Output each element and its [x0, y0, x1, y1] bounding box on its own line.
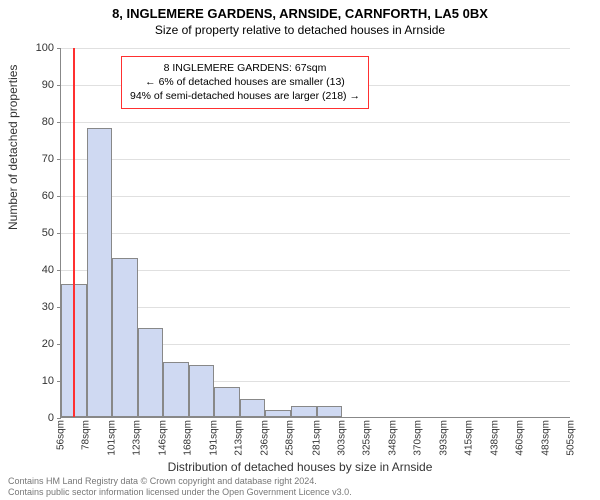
annotation-line: ← 6% of detached houses are smaller (13): [130, 75, 360, 89]
ytick-label: 20: [24, 338, 54, 350]
xtick-label: 505sqm: [566, 420, 577, 456]
ytick-label: 40: [24, 264, 54, 276]
ytick-label: 50: [24, 227, 54, 239]
histogram-bar: [138, 328, 164, 417]
histogram-bar: [317, 406, 343, 417]
xtick-label: 483sqm: [541, 420, 552, 456]
ytick-label: 60: [24, 190, 54, 202]
y-axis-label: Number of detached properties: [6, 65, 20, 230]
xtick-label: 325sqm: [361, 420, 372, 456]
annotation-line: 8 INGLEMERE GARDENS: 67sqm: [130, 61, 360, 75]
ytick-label: 10: [24, 375, 54, 387]
ytick-label: 90: [24, 79, 54, 91]
page-subtitle: Size of property relative to detached ho…: [0, 21, 600, 41]
xtick-label: 303sqm: [336, 420, 347, 456]
xtick-label: 78sqm: [80, 420, 91, 450]
footer-line-1: Contains HM Land Registry data © Crown c…: [8, 476, 352, 487]
ytick-mark: [57, 85, 61, 86]
xtick-label: 393sqm: [438, 420, 449, 456]
histogram-bar: [291, 406, 317, 417]
ytick-label: 80: [24, 116, 54, 128]
xtick-label: 191sqm: [209, 420, 220, 456]
xtick-label: 101sqm: [107, 420, 118, 456]
x-axis-label: Distribution of detached houses by size …: [0, 460, 600, 474]
xtick-label: 348sqm: [387, 420, 398, 456]
xtick-label: 123sqm: [132, 420, 143, 456]
xtick-label: 281sqm: [311, 420, 322, 456]
histogram-bar: [189, 365, 215, 417]
property-marker-line: [73, 48, 75, 417]
footer-line-2: Contains public sector information licen…: [8, 487, 352, 498]
ytick-mark: [57, 159, 61, 160]
histogram-bar: [214, 387, 240, 417]
histogram-bar: [112, 258, 138, 417]
annotation-box: 8 INGLEMERE GARDENS: 67sqm← 6% of detach…: [121, 56, 369, 109]
gridline: [61, 122, 570, 123]
ytick-mark: [57, 48, 61, 49]
gridline: [61, 48, 570, 49]
ytick-label: 0: [24, 412, 54, 424]
page-title: 8, INGLEMERE GARDENS, ARNSIDE, CARNFORTH…: [0, 0, 600, 21]
xtick-label: 168sqm: [183, 420, 194, 456]
gridline: [61, 196, 570, 197]
gridline: [61, 159, 570, 160]
gridline: [61, 233, 570, 234]
xtick-label: 258sqm: [285, 420, 296, 456]
histogram-bar: [240, 399, 266, 418]
ytick-mark: [57, 196, 61, 197]
histogram-bar: [265, 410, 291, 417]
annotation-line: 94% of semi-detached houses are larger (…: [130, 89, 360, 103]
footer-attribution: Contains HM Land Registry data © Crown c…: [8, 476, 352, 498]
xtick-label: 415sqm: [463, 420, 474, 456]
ytick-mark: [57, 233, 61, 234]
xtick-label: 146sqm: [158, 420, 169, 456]
ytick-label: 30: [24, 301, 54, 313]
xtick-label: 370sqm: [412, 420, 423, 456]
histogram-bar: [87, 128, 113, 417]
ytick-mark: [57, 270, 61, 271]
ytick-label: 100: [24, 42, 54, 54]
xtick-label: 438sqm: [489, 420, 500, 456]
xtick-label: 236sqm: [260, 420, 271, 456]
xtick-label: 460sqm: [514, 420, 525, 456]
ytick-mark: [57, 122, 61, 123]
histogram-bar: [163, 362, 189, 418]
ytick-mark: [57, 418, 61, 419]
plot-area: 010203040506070809010056sqm78sqm101sqm12…: [60, 48, 570, 418]
ytick-label: 70: [24, 153, 54, 165]
xtick-label: 56sqm: [56, 420, 67, 450]
xtick-label: 213sqm: [234, 420, 245, 456]
histogram-chart: 010203040506070809010056sqm78sqm101sqm12…: [60, 48, 570, 418]
